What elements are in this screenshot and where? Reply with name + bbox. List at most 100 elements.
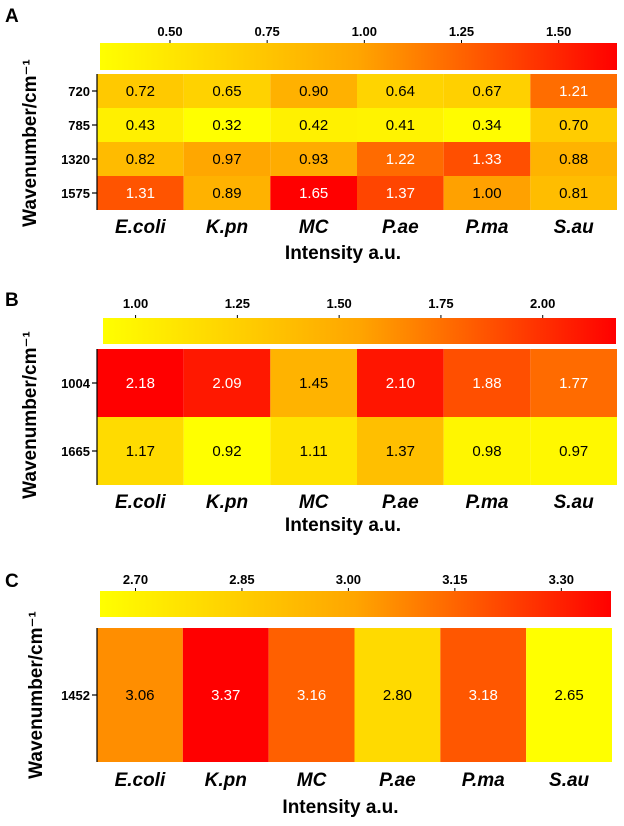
heatmap-cell [97, 176, 184, 210]
heatmap-cell [526, 628, 612, 762]
cell-value-label: 0.97 [559, 443, 588, 460]
heatmap-cell [530, 176, 617, 210]
heatmap-cell [183, 417, 271, 485]
category-label: MC [297, 770, 327, 791]
x-axis-label: Intensity a.u. [285, 515, 401, 536]
x-axis-label: Intensity a.u. [285, 243, 401, 264]
cell-value-label: 0.88 [559, 151, 588, 168]
cell-value-label: 0.65 [212, 83, 241, 100]
colorbar [100, 43, 617, 70]
y-tick-label: 1665 [61, 444, 90, 459]
colorbar [103, 318, 616, 344]
y-axis-label: Wavenumber/cm⁻¹ [20, 59, 41, 227]
cell-value-label: 0.82 [126, 151, 155, 168]
heatmap-cell [97, 74, 184, 108]
cell-value-label: 0.42 [299, 117, 328, 134]
category-label: E.coli [115, 770, 166, 791]
heatmap-cell [270, 176, 357, 210]
heatmap-cell [357, 74, 444, 108]
cell-value-label: 0.97 [212, 151, 241, 168]
y-tick-label: 720 [68, 84, 90, 99]
cell-value-label: 1.21 [559, 83, 588, 100]
colorbar-tick-label: 1.50 [546, 24, 571, 39]
heatmap-cell [183, 176, 271, 210]
colorbar-tick-label: 1.25 [225, 296, 250, 311]
colorbar-tick-label: 2.85 [229, 572, 254, 587]
panel-c: C 2.70 2.85 3.00 3.15 3.30 3.06 3.37 3.16 2.80 3.1… [5, 571, 612, 818]
category-label: P.ma [462, 770, 505, 791]
y-axis-label: Wavenumber/cm⁻¹ [26, 611, 47, 779]
cell-value-label: 0.90 [299, 83, 328, 100]
cell-value-label: 1.17 [126, 443, 155, 460]
cell-value-label: 2.65 [554, 687, 583, 704]
cell-value-label: 0.72 [126, 83, 155, 100]
colorbar-tick-label: 1.50 [326, 296, 351, 311]
heatmap-cell [268, 628, 355, 762]
category-label: S.au [554, 217, 595, 238]
heatmap-cell [443, 74, 531, 108]
y-axis-label: Wavenumber/cm⁻¹ [20, 331, 41, 499]
cell-value-label: 1.11 [300, 443, 328, 460]
y-tick-label: 1575 [61, 186, 90, 201]
heatmap-cell [97, 142, 184, 176]
heatmap-cell [530, 417, 617, 485]
colorbar-tick-label: 1.00 [352, 24, 377, 39]
panel-letter: C [5, 571, 19, 592]
heatmap-cell [182, 628, 269, 762]
x-axis-label: Intensity a.u. [282, 797, 398, 818]
heatmap-cell [443, 417, 531, 485]
cell-value-label: 1.00 [472, 185, 501, 202]
cell-value-label: 0.98 [472, 443, 501, 460]
heatmap-cell [440, 628, 527, 762]
cell-value-label: 0.64 [386, 83, 415, 100]
panel-b: B 1.00 1.25 1.50 1.75 2.00 2.18 2.09 1.45 2.10 1.8… [5, 290, 617, 536]
heatmap-cell [354, 628, 441, 762]
colorbar-tick-label: 1.75 [428, 296, 453, 311]
cell-value-label: 0.93 [299, 151, 328, 168]
cell-value-label: 3.18 [469, 687, 498, 704]
panel-letter: B [5, 290, 19, 311]
heatmap-cell [183, 74, 271, 108]
cell-value-label: 0.67 [472, 83, 501, 100]
category-label: S.au [549, 770, 590, 791]
heatmap-cell [183, 108, 271, 142]
cell-value-label: 1.65 [299, 185, 328, 202]
heatmap-cell [270, 74, 357, 108]
heatmap-cell [530, 142, 617, 176]
heatmap-cell [97, 628, 183, 762]
cell-value-label: 1.45 [299, 375, 328, 392]
heatmap-cell [357, 417, 444, 485]
cell-value-label: 2.18 [126, 375, 155, 392]
category-label: P.ma [466, 492, 509, 513]
cell-value-label: 1.37 [386, 443, 415, 460]
cell-value-label: 3.06 [125, 687, 154, 704]
y-tick-label: 1452 [61, 688, 90, 703]
category-label: K.pn [206, 217, 248, 238]
cell-value-label: 0.70 [559, 117, 588, 134]
cell-value-label: 0.92 [212, 443, 241, 460]
heatmap-cell [97, 349, 184, 417]
cell-value-label: 1.88 [472, 375, 501, 392]
colorbar-tick-label: 3.15 [442, 572, 467, 587]
heatmap-cell [357, 349, 444, 417]
category-label: P.ae [382, 217, 419, 238]
cell-value-label: 0.89 [212, 185, 241, 202]
heatmap-cell [443, 108, 531, 142]
cell-value-label: 0.32 [212, 117, 241, 134]
heatmap-cell [183, 349, 271, 417]
heatmap-cell [357, 142, 444, 176]
category-label: MC [299, 492, 329, 513]
cell-value-label: 0.34 [472, 117, 501, 134]
cell-value-label: 1.22 [386, 151, 415, 168]
colorbar-tick-label: 2.00 [530, 296, 555, 311]
cell-value-label: 2.80 [383, 687, 412, 704]
cell-value-label: 1.37 [386, 185, 415, 202]
cell-value-label: 3.16 [297, 687, 326, 704]
cell-value-label: 1.77 [559, 375, 588, 392]
heatmap-cell [270, 417, 357, 485]
heatmap-cell [357, 176, 444, 210]
cell-value-label: 0.43 [126, 117, 155, 134]
colorbar-tick-label: 3.00 [336, 572, 361, 587]
heatmap-cell [443, 176, 531, 210]
colorbar-tick-label: 1.25 [449, 24, 474, 39]
